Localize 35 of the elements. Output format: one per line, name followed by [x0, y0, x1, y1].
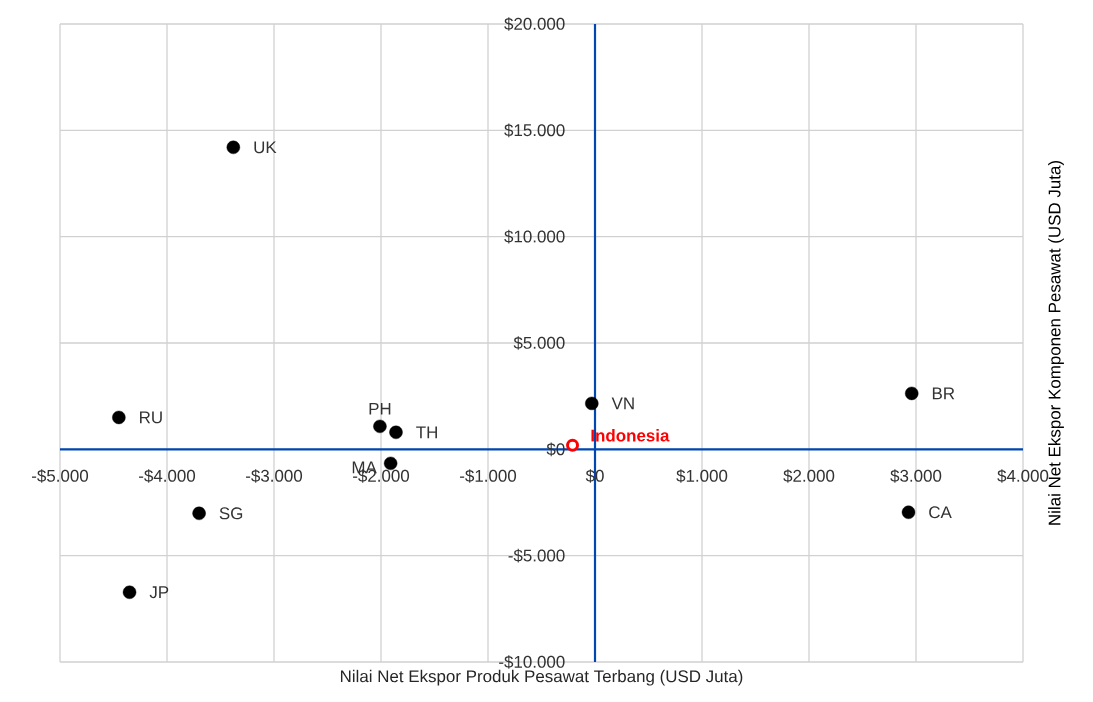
series-label: PH: [369, 402, 391, 415]
x-tick-label: $3.000: [890, 469, 942, 483]
x-tick-label: -$3.000: [246, 469, 303, 483]
series-label: TH: [416, 426, 437, 439]
point: [122, 585, 137, 599]
x-tick-label: $4.000: [997, 469, 1049, 483]
point: [585, 396, 599, 411]
series-label: UK: [254, 141, 277, 154]
point: [566, 438, 580, 452]
x-axis-title: Nilai Net Ekspor Produk Pesawat Terbang (USD Juta): [340, 669, 743, 686]
series-label: VN: [611, 397, 634, 410]
x-tick-label: $1.000: [676, 469, 728, 483]
series-label: CA: [929, 506, 952, 519]
x-tick-label: -$4.000: [139, 469, 196, 483]
y-tick-label: $5.000: [513, 336, 565, 350]
y-axis-title: Nilai Net Ekspor Komponen Pesawat (USD Juta): [1048, 161, 1064, 525]
point: [373, 419, 387, 434]
y-tick-label: $10.000: [504, 229, 565, 244]
x-tick-label: -$5.000: [32, 469, 89, 483]
series-label: RU: [140, 411, 162, 424]
point: [226, 140, 241, 155]
series-label: BR: [932, 387, 955, 400]
point: [901, 505, 916, 519]
point: [905, 386, 919, 401]
y-tick-label: $15.000: [504, 123, 565, 138]
y-tick-label: $20.000: [504, 17, 565, 31]
point: [112, 410, 126, 425]
point: [389, 425, 403, 439]
y-tick-label: -$5.000: [508, 548, 565, 563]
point: [192, 506, 206, 521]
series-label: JP: [149, 586, 169, 599]
x-tick-label: -$1.000: [460, 469, 517, 483]
series-label: SG: [219, 507, 243, 520]
y-tick-label: -$10.000: [499, 655, 565, 669]
x-tick-label: $2.000: [783, 469, 835, 483]
